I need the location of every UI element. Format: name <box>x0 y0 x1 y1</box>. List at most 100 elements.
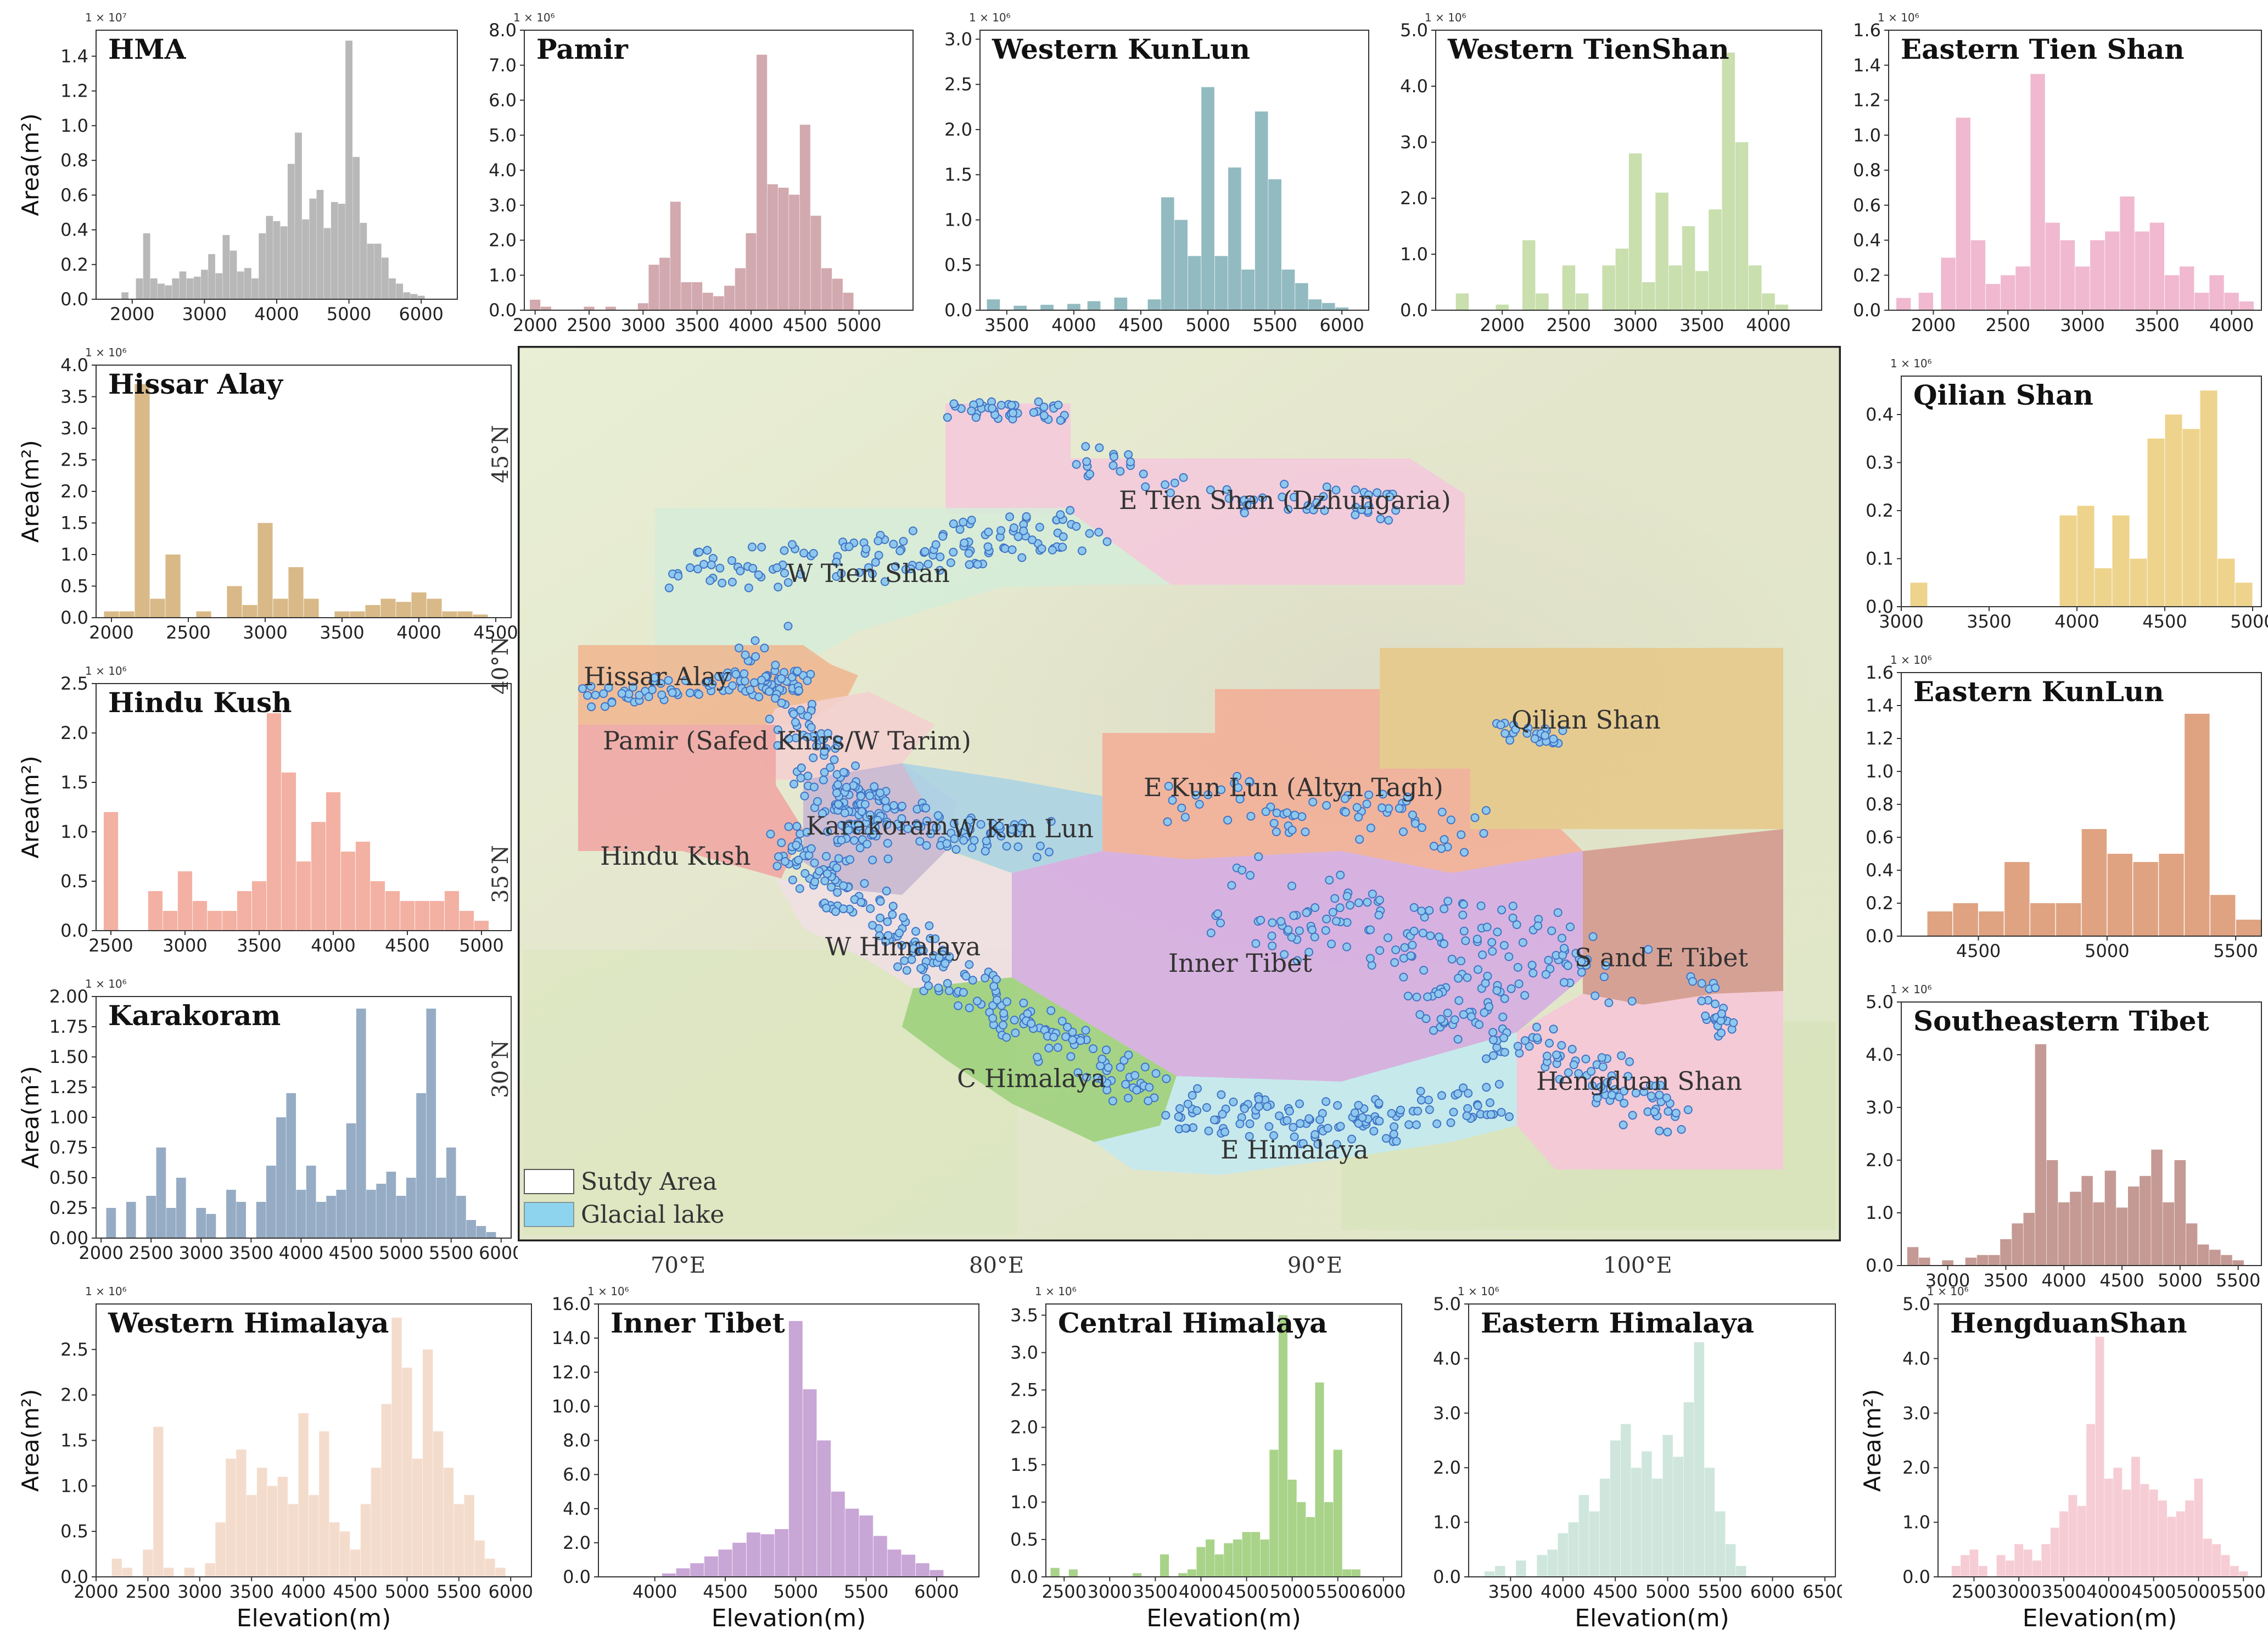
hissar-xtick-label: 3000 <box>243 622 287 643</box>
glacial-lake-point <box>1336 870 1345 880</box>
hindukush-axes-frame <box>96 683 512 931</box>
hissar-bar <box>365 605 380 618</box>
hindukush-bar <box>281 773 296 931</box>
glacial-lake-point <box>1697 997 1706 1005</box>
glacial-lake-point <box>1425 1105 1434 1115</box>
glacial-lake-point <box>1280 479 1289 489</box>
glacial-lake-point <box>1475 1020 1484 1029</box>
glacial-lake-point <box>1312 498 1321 507</box>
glacial-lake-point <box>1396 1105 1405 1115</box>
whimalaya-multiplier: 1 × 10⁶ <box>85 1285 127 1298</box>
karakoram-xtick-label: 3500 <box>229 1242 273 1263</box>
glacial-lake-point <box>703 546 712 555</box>
glacial-lake-point <box>899 536 908 546</box>
glacial-lake-point <box>832 557 841 567</box>
glacial-lake-point <box>1057 1016 1067 1026</box>
innertibet-ytick-label: 8.0 <box>563 1430 591 1451</box>
hissar-bar <box>396 602 411 618</box>
glacial-lake-point <box>996 831 1006 841</box>
qilian-xtick-label: 4000 <box>2054 611 2099 632</box>
whimalaya-bar <box>288 1504 298 1577</box>
glacial-lake-point <box>1245 777 1254 786</box>
glacial-lake-point <box>657 690 667 699</box>
glacial-lake-point <box>1240 508 1249 518</box>
qilian-ytick-label: 0.3 <box>1866 452 1894 473</box>
glacial-lake-point <box>876 897 885 906</box>
glacial-lake-point <box>1206 928 1216 938</box>
glacial-lake-point <box>1598 1062 1608 1071</box>
glacial-lake-point <box>664 583 674 592</box>
hma-svg: 2000 3000 4000 5000 6000 0.0 0.2 0.4 0.6 0.8 1.0 1.… <box>17 11 458 324</box>
study-area-map: E Tien Shan (Dzhungaria) W Tien Shan His… <box>518 346 1841 1241</box>
wkunlun-bar <box>1174 220 1188 310</box>
glacial-lake-point <box>832 735 842 744</box>
wtienshan-bar <box>1628 153 1642 310</box>
setibet-bar <box>2127 1186 2140 1266</box>
glacial-lake-point <box>774 852 783 861</box>
glacial-lake-point <box>1298 1139 1308 1148</box>
glacial-lake-point <box>1677 1125 1686 1134</box>
glacial-lake-point <box>1541 970 1550 979</box>
glacial-lake-point <box>741 650 750 659</box>
chimalaya-bar <box>1160 1554 1169 1577</box>
glacial-lake-point <box>1035 841 1045 850</box>
ekunlun-ytick-label: 1.0 <box>1866 761 1894 782</box>
chimalaya-bar <box>1287 1479 1297 1577</box>
glacial-lake-point <box>839 904 848 914</box>
glacial-lake-point <box>1183 1099 1192 1109</box>
etienshan-bar <box>2164 275 2180 310</box>
karakoram-bar <box>106 1208 116 1238</box>
glacial-lake-point <box>773 741 782 750</box>
glacial-lake-point <box>827 882 836 892</box>
label-hissar-alay: Hissar Alay <box>584 662 730 691</box>
setibet-bar <box>2035 1044 2047 1266</box>
ehimalaya-bar <box>1484 1571 1495 1577</box>
karakoram-bar <box>156 1148 166 1238</box>
hengduan-bar <box>2050 1527 2059 1577</box>
glacial-lake-point <box>920 547 929 556</box>
glacial-lake-point <box>1520 990 1530 1000</box>
chimalaya-bar <box>1306 1517 1315 1577</box>
wtienshan-bar <box>1522 240 1536 310</box>
chimalaya-ytick-label: 1.0 <box>1010 1492 1038 1513</box>
hissar-bar <box>196 611 211 618</box>
glacial-lake-point <box>1295 1099 1304 1109</box>
glacial-lake-point <box>982 836 991 846</box>
glacial-lake-point <box>1009 523 1018 533</box>
glacial-lake-point <box>873 536 883 546</box>
innertibet-bar <box>760 1534 775 1577</box>
hindukush-xtick-label: 3500 <box>237 935 281 956</box>
glacial-lake-point <box>1019 526 1028 535</box>
glacial-lake-point <box>1310 932 1319 942</box>
glacial-lake-point <box>1085 529 1094 538</box>
glacial-lake-point <box>822 903 831 913</box>
chimalaya-ytick-label: 2.5 <box>1010 1380 1038 1401</box>
hma-ytick-label: 0.6 <box>60 184 88 205</box>
chimalaya-bar <box>1196 1547 1206 1577</box>
wtienshan-bar <box>1655 192 1668 310</box>
glacial-lake-point <box>1331 916 1341 926</box>
ehimalaya-bar <box>1704 1468 1715 1577</box>
wkunlun-xtick-label: 5000 <box>1185 315 1230 335</box>
wtienshan-bar <box>1749 265 1762 310</box>
glacial-lake-point <box>976 820 985 829</box>
glacial-lake-point <box>834 854 843 863</box>
karakoram-ytick-label: 0.00 <box>49 1228 88 1249</box>
ekunlun-xtick-label: 5000 <box>2085 941 2129 961</box>
ekunlun-ytick-label: 0.6 <box>1866 827 1894 848</box>
hindukush-xtick-label: 4000 <box>311 935 355 956</box>
glacial-lake-point <box>1355 835 1364 844</box>
wkunlun-bar <box>1281 269 1295 310</box>
setibet-bar <box>2116 1207 2128 1266</box>
hma-bar <box>352 156 360 299</box>
glacial-lake-point <box>777 674 786 683</box>
glacial-lake-point <box>1558 726 1567 735</box>
glacial-lake-point <box>1541 731 1550 740</box>
innertibet-bar <box>817 1440 831 1577</box>
karakoram-bar <box>446 1148 456 1238</box>
whimalaya-bar <box>143 1549 153 1577</box>
hengduan-ytick-label: 3.0 <box>1902 1403 1930 1424</box>
wtienshan-xtick-label: 4000 <box>1746 315 1790 335</box>
glacial-lake-point <box>1010 1015 1019 1025</box>
glacial-lake-point <box>993 995 1001 1005</box>
